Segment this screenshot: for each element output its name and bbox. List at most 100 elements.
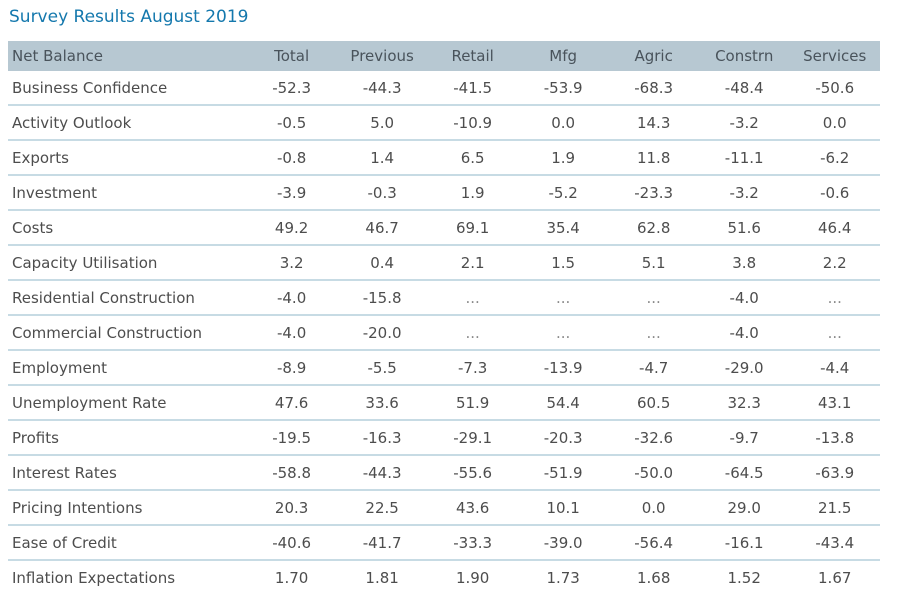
cell-value: -3.2 (698, 105, 790, 141)
cell-value: 1.67 (789, 560, 880, 594)
cell-value: 60.5 (608, 385, 699, 421)
cell-value: -16.1 (698, 525, 790, 561)
row-label: Interest Rates (8, 455, 247, 491)
cell-value: 46.4 (789, 210, 880, 246)
table-body: Business Confidence -52.3 -44.3 -41.5 -53.9-… (8, 71, 880, 594)
cell-value: -15.8 (336, 280, 428, 316)
column-header-constrn: Constrn (698, 41, 790, 71)
cell-value: 46.7 (336, 210, 428, 246)
cell-value: 54.4 (517, 385, 609, 421)
cell-value: ... (517, 315, 609, 351)
cell-value: -50.6 (789, 71, 880, 106)
cell-value: 47.6 (246, 385, 337, 421)
table-row: Commercial Construction -4.0 -20.0........… (8, 315, 880, 351)
cell-value: ... (789, 280, 880, 316)
column-header-services: Services (789, 41, 880, 71)
cell-value: -39.0 (517, 525, 609, 561)
row-label: Residential Construction (8, 280, 247, 316)
cell-value: ... (789, 315, 880, 351)
cell-value: -52.3 (246, 71, 337, 106)
cell-value: -5.2 (517, 175, 609, 211)
cell-value: -58.8 (246, 455, 337, 491)
cell-value: -53.9 (517, 71, 609, 106)
cell-value: ... (427, 280, 518, 316)
cell-value: -41.7 (336, 525, 428, 561)
cell-value: 2.1 (427, 245, 518, 281)
cell-value: -0.3 (336, 175, 428, 211)
cell-value: -32.6 (608, 420, 699, 456)
survey-results-table: Net Balance Total Previous Retail Mfg Ag… (8, 41, 880, 594)
cell-value: -10.9 (427, 105, 518, 141)
cell-value: -4.0 (698, 280, 790, 316)
cell-value: -40.6 (246, 525, 337, 561)
cell-value: -48.4 (698, 71, 790, 106)
cell-value: -55.6 (427, 455, 518, 491)
cell-value: -0.5 (246, 105, 337, 141)
cell-value: 62.8 (608, 210, 699, 246)
cell-value: 29.0 (698, 490, 790, 526)
table-row: Capacity Utilisation 3.2 0.4 2.1 1.5 5.1 3.8 2.… (8, 245, 880, 281)
cell-value: 1.81 (336, 560, 428, 594)
row-label: Inflation Expectations (8, 560, 247, 594)
cell-value: 3.2 (246, 245, 337, 281)
page-title: Survey Results August 2019 (9, 7, 249, 27)
cell-value: 33.6 (336, 385, 428, 421)
row-label: Capacity Utilisation (8, 245, 247, 281)
cell-value: ... (427, 315, 518, 351)
cell-value: -4.0 (246, 280, 337, 316)
cell-value: 1.52 (698, 560, 790, 594)
cell-value: -0.8 (246, 140, 337, 176)
cell-value: 21.5 (789, 490, 880, 526)
cell-value: -63.9 (789, 455, 880, 491)
table-row: Activity Outlook -0.5 5.0 -10.9 0.0 14.3 -3.2 0… (8, 105, 880, 141)
cell-value: -3.2 (698, 175, 790, 211)
cell-value: -19.5 (246, 420, 337, 456)
cell-value: -41.5 (427, 71, 518, 106)
cell-value: -44.3 (336, 71, 428, 106)
cell-value: -0.6 (789, 175, 880, 211)
column-header-retail: Retail (427, 41, 518, 71)
cell-value: -64.5 (698, 455, 790, 491)
row-label: Ease of Credit (8, 525, 247, 561)
table-row: Profits -19.5 -16.3 -29.1 -20.3 -32.6 -9.7 -13.… (8, 420, 880, 456)
column-header-total: Total (246, 41, 337, 71)
cell-value: -29.0 (698, 350, 790, 386)
header-row: Net Balance Total Previous Retail Mfg Ag… (8, 41, 880, 71)
cell-value: -3.9 (246, 175, 337, 211)
cell-value: 5.0 (336, 105, 428, 141)
cell-value: 32.3 (698, 385, 790, 421)
table-header: Net Balance Total Previous Retail Mfg Ag… (8, 41, 880, 71)
cell-value: -20.3 (517, 420, 609, 456)
table-row: Interest Rates -58.8 -44.3 -55.6 -51.9 -50.0-… (8, 455, 880, 491)
cell-value: -5.5 (336, 350, 428, 386)
table-row: Inflation Expectations 1.70 1.81 1.90 1.73 1.… (8, 560, 880, 594)
cell-value: 10.1 (517, 490, 609, 526)
table-row: Costs 49.2 46.7 69.1 35.4 62.8 51.6 46.4 (8, 210, 880, 246)
row-label: Pricing Intentions (8, 490, 247, 526)
row-label: Commercial Construction (8, 315, 247, 351)
cell-value: 1.68 (608, 560, 699, 594)
cell-value: 14.3 (608, 105, 699, 141)
cell-value: 51.6 (698, 210, 790, 246)
cell-value: 1.73 (517, 560, 609, 594)
row-label: Business Confidence (8, 71, 247, 106)
cell-value: 0.0 (608, 490, 699, 526)
cell-value: -16.3 (336, 420, 428, 456)
cell-value: 69.1 (427, 210, 518, 246)
cell-value: 1.4 (336, 140, 428, 176)
cell-value: -13.9 (517, 350, 609, 386)
row-label: Costs (8, 210, 247, 246)
cell-value: 1.70 (246, 560, 337, 594)
cell-value: 49.2 (246, 210, 337, 246)
cell-value: -56.4 (608, 525, 699, 561)
cell-value: 20.3 (246, 490, 337, 526)
row-label: Activity Outlook (8, 105, 247, 141)
column-header-net-balance: Net Balance (8, 41, 247, 71)
cell-value: -9.7 (698, 420, 790, 456)
cell-value: 2.2 (789, 245, 880, 281)
cell-value: 35.4 (517, 210, 609, 246)
cell-value: -4.0 (698, 315, 790, 351)
cell-value: 51.9 (427, 385, 518, 421)
cell-value: -13.8 (789, 420, 880, 456)
cell-value: -4.4 (789, 350, 880, 386)
